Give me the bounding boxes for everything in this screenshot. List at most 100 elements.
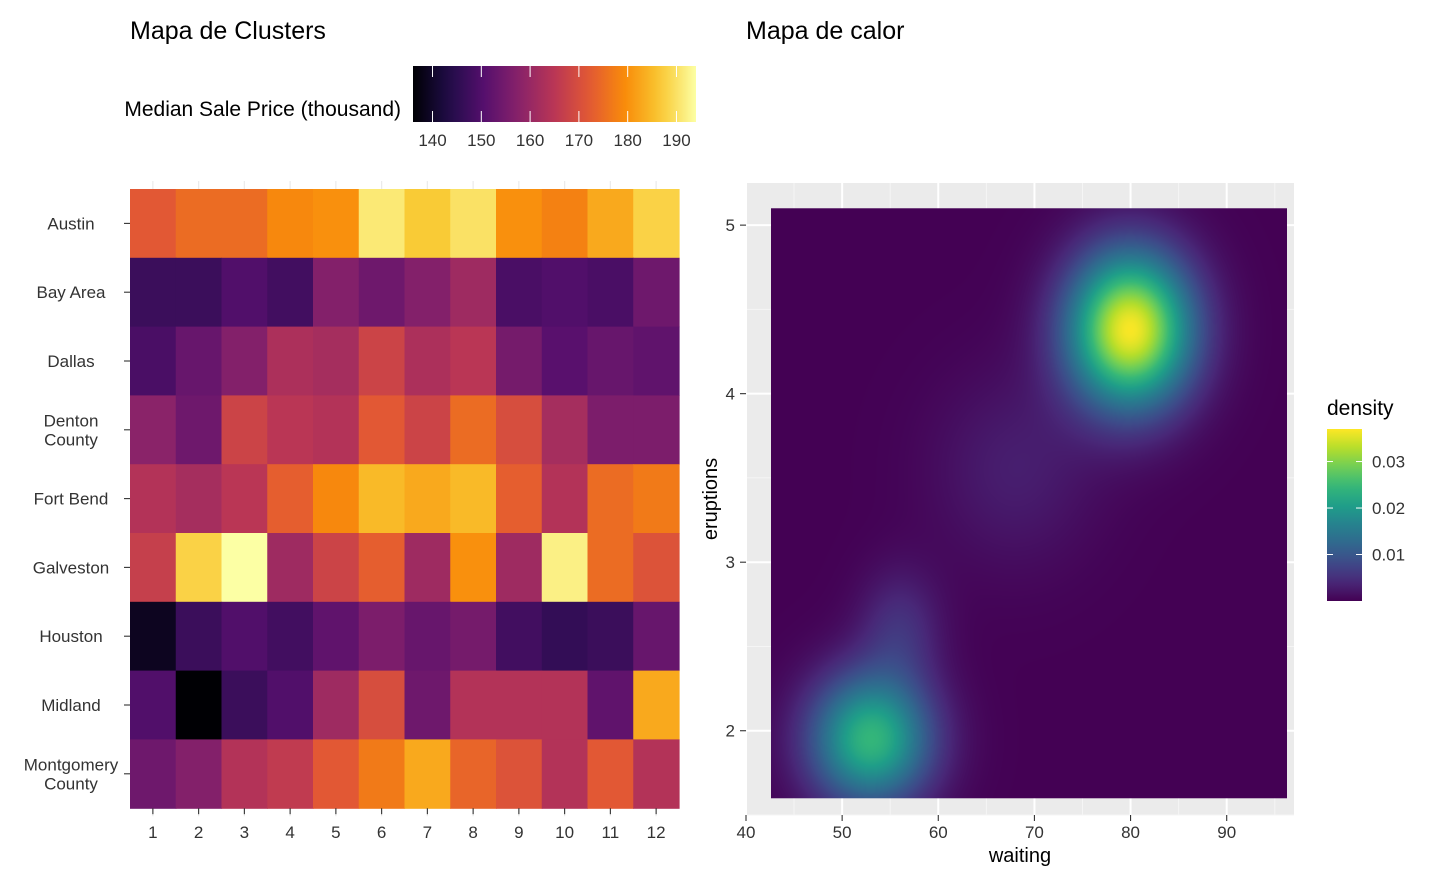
- heatmap-cell: [267, 533, 314, 603]
- heatmap-cell: [541, 464, 589, 534]
- heatmap-cell: [541, 670, 589, 740]
- heatmap-cell: [450, 670, 497, 740]
- heatmap-cell: [633, 670, 680, 740]
- col-label: 8: [468, 823, 477, 842]
- heatmap-cell: [541, 326, 589, 396]
- heatmap-cell: [496, 326, 543, 396]
- heatmap-cell: [221, 189, 268, 259]
- col-label: 12: [647, 823, 666, 842]
- heatmap-cell: [496, 257, 543, 328]
- col-label: 1: [148, 823, 157, 842]
- heatmap-cell: [496, 601, 543, 672]
- heatmap-cell: [221, 601, 268, 672]
- y-axis-title: eruptions: [700, 458, 722, 540]
- col-label: 5: [331, 823, 340, 842]
- heatmap-cell: [633, 257, 680, 328]
- heatmap-cell: [130, 257, 177, 328]
- row-label: Midland: [41, 696, 101, 715]
- heatmap-cell: [404, 739, 451, 809]
- heatmap-cell: [450, 533, 497, 603]
- cluster-map-title: Mapa de Clusters: [130, 17, 326, 45]
- heatmap-cell: [633, 464, 680, 534]
- price-legend-label: 180: [614, 131, 642, 150]
- col-label: 7: [423, 823, 432, 842]
- heatmap-cell: [404, 601, 451, 672]
- heatmap-cell: [267, 464, 314, 534]
- heatmap-cell: [404, 533, 451, 603]
- heatmap-cell: [358, 670, 406, 740]
- heatmap-cell: [450, 257, 497, 328]
- heatmap-cell: [496, 739, 543, 809]
- heatmap-cell: [130, 395, 177, 465]
- heatmap-cell: [267, 257, 314, 328]
- heatmap-cell: [221, 739, 268, 809]
- density-raster: [770, 208, 1287, 799]
- heatmap-cell: [404, 464, 451, 534]
- heatmap-cell: [358, 533, 406, 603]
- heatmap-cell: [267, 739, 314, 809]
- row-label: Houston: [39, 627, 102, 646]
- heatmap-cell: [633, 533, 680, 603]
- heatmap-cell: [450, 739, 497, 809]
- heatmap-cell: [633, 601, 680, 672]
- heatmap-cell: [358, 739, 406, 809]
- row-label: Fort Bend: [34, 490, 109, 509]
- density-colorbar: [1327, 429, 1362, 601]
- heatmap-cell: [313, 189, 360, 259]
- heatmap-cell: [130, 670, 177, 740]
- row-label: Dallas: [47, 352, 94, 371]
- heatmap-cell: [450, 601, 497, 672]
- price-legend: Median Sale Price (thousand) 140 150 160 17…: [124, 66, 696, 150]
- heatmap-cell: [541, 395, 589, 465]
- heatmap-cell: [587, 326, 634, 396]
- price-legend-label: 190: [662, 131, 690, 150]
- heatmap-cell: [221, 326, 268, 396]
- heatmap-cell: [496, 670, 543, 740]
- x-axis-title: waiting: [988, 845, 1051, 867]
- price-colorbar: [413, 66, 696, 122]
- heatmap-cell: [496, 189, 543, 259]
- col-label: 2: [194, 823, 203, 842]
- heatmap-cell: [587, 189, 634, 259]
- heatmap-cell: [267, 326, 314, 396]
- heatmap-cell: [313, 464, 360, 534]
- heatmap-cell: [541, 257, 589, 328]
- x-tick-label: 80: [1121, 823, 1140, 842]
- heatmap-cell: [450, 464, 497, 534]
- x-tick-label: 40: [737, 823, 756, 842]
- heatmap-cell: [267, 189, 314, 259]
- heatmap-cell: [267, 601, 314, 672]
- heatmap-cell: [404, 670, 451, 740]
- heatmap-cell: [130, 326, 177, 396]
- col-label: 10: [555, 823, 574, 842]
- heatmap-cell: [587, 257, 634, 328]
- heatmap-cell: [175, 464, 223, 534]
- heatmap-cell: [130, 601, 177, 672]
- heatmap-cell: [130, 464, 177, 534]
- heatmap-cell: [313, 395, 360, 465]
- heatmap-cell: [633, 326, 680, 396]
- heatmap-cell: [313, 739, 360, 809]
- heatmap-cell: [450, 189, 497, 259]
- density-axes: 40 50 60 70 80 90 2 3 4 5: [726, 216, 1237, 842]
- heatmap-cell: [175, 189, 223, 259]
- heatmap-cell: [221, 395, 268, 465]
- heatmap-cell: [358, 601, 406, 672]
- price-legend-label: 150: [467, 131, 495, 150]
- cluster-heatmap-panel: Mapa de Clusters Median Sale Price (thou…: [24, 17, 696, 842]
- col-label: 4: [285, 823, 294, 842]
- heatmap-cell: [175, 326, 223, 396]
- heatmap-cell: [450, 395, 497, 465]
- density-legend-title: density: [1327, 397, 1394, 420]
- price-legend-label: 170: [565, 131, 593, 150]
- y-tick-label: 2: [726, 722, 735, 741]
- heatmap-cell: [130, 189, 177, 259]
- heatmap-cell: [404, 326, 451, 396]
- heatmap-cell: [404, 189, 451, 259]
- heatmap-cell: [633, 739, 680, 809]
- price-legend-label: 160: [516, 131, 544, 150]
- heatmap-cell: [175, 670, 223, 740]
- heatmap-cell: [175, 395, 223, 465]
- heatmap-cell: [633, 189, 680, 259]
- heatmap-cell: [175, 601, 223, 672]
